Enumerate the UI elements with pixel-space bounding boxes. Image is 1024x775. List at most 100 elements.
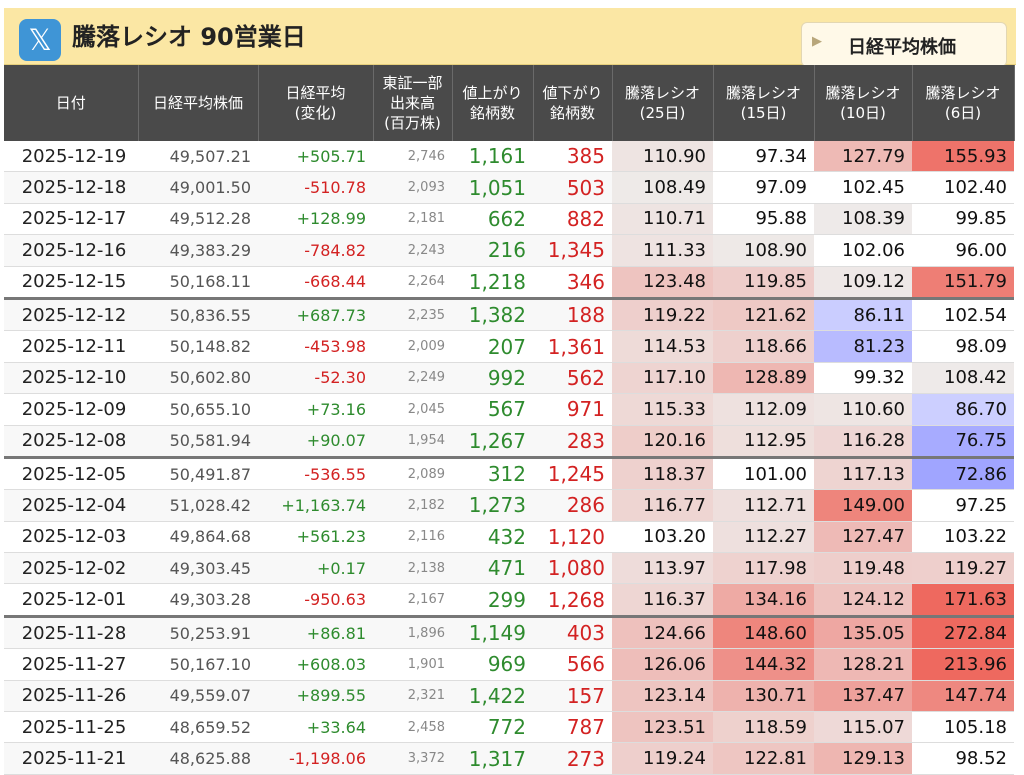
ratio-6-cell: 147.74: [912, 680, 1014, 713]
header-ratio-15[interactable]: 騰落レシオ (15日): [713, 65, 815, 141]
ratio-15-cell: 101.00: [713, 455, 814, 491]
x-share-icon[interactable]: 𝕏: [19, 19, 61, 61]
price-cell: 49,512.28: [138, 203, 258, 236]
ratio-25-cell: 118.37: [612, 455, 713, 491]
ratio-25-cell: 116.77: [612, 489, 713, 522]
table-row: 2025-12-18 49,001.50 -510.78 2,093 1,051 503 1…: [4, 171, 1014, 204]
declines-cell: 1,361: [533, 330, 612, 363]
change-cell: -668.44: [258, 266, 373, 299]
ratio-6-cell: 272.84: [912, 614, 1014, 650]
header-volume[interactable]: 東証一部 出来高 (百万株): [373, 65, 453, 141]
table-row: 2025-11-21 48,625.88 -1,198.06 3,372 1,317 27…: [4, 742, 1014, 775]
date-cell: 2025-12-10: [4, 362, 138, 395]
header-change[interactable]: 日経平均 (変化): [258, 65, 374, 141]
ratio-15-cell: 119.85: [713, 266, 814, 299]
advances-cell: 216: [452, 234, 533, 267]
volume-cell: 2,009: [373, 330, 452, 363]
change-cell: -453.98: [258, 330, 373, 363]
ratio-15-cell: 134.16: [713, 583, 814, 617]
ratio-10-cell: 117.13: [814, 455, 912, 491]
advances-cell: 1,267: [452, 425, 533, 458]
date-cell: 2025-11-21: [4, 742, 138, 775]
ratio-10-cell: 109.12: [814, 266, 912, 299]
advances-cell: 1,149: [452, 614, 533, 650]
volume-cell: 3,372: [373, 742, 452, 775]
change-cell: +90.07: [258, 425, 373, 458]
change-cell: +86.81: [258, 614, 373, 650]
advances-cell: 432: [452, 521, 533, 554]
advances-cell: 1,382: [452, 296, 533, 332]
volume-cell: 2,093: [373, 171, 452, 204]
declines-cell: 971: [533, 393, 612, 426]
price-cell: 50,602.80: [138, 362, 258, 395]
header-declines[interactable]: 値下がり 銘柄数: [533, 65, 613, 141]
advances-cell: 299: [452, 583, 533, 617]
ratio-15-cell: 97.09: [713, 171, 814, 204]
ratio-10-cell: 124.12: [814, 583, 912, 617]
declines-cell: 882: [533, 203, 612, 236]
header-ratio-10[interactable]: 騰落レシオ (10日): [814, 65, 913, 141]
change-cell: -510.78: [258, 171, 373, 204]
ratio-10-cell: 108.39: [814, 203, 912, 236]
index-selector-button[interactable]: ▶ 日経平均株価: [801, 22, 1007, 67]
ratio-6-cell: 119.27: [912, 552, 1014, 585]
volume-cell: 2,181: [373, 203, 452, 236]
volume-cell: 2,458: [373, 711, 452, 744]
table-row: 2025-12-12 50,836.55 +687.73 2,235 1,382 188 1…: [4, 296, 1014, 332]
ratio-15-cell: 128.89: [713, 362, 814, 395]
ratio-6-cell: 103.22: [912, 521, 1014, 554]
ratio-10-cell: 129.13: [814, 742, 912, 775]
ratio-10-cell: 99.32: [814, 362, 912, 395]
date-cell: 2025-12-03: [4, 521, 138, 554]
header-advances[interactable]: 値上がり 銘柄数: [452, 65, 534, 141]
ratio-15-cell: 112.27: [713, 521, 814, 554]
ratio-10-cell: 119.48: [814, 552, 912, 585]
declines-cell: 562: [533, 362, 612, 395]
ratio-10-cell: 127.47: [814, 521, 912, 554]
ratio-6-cell: 155.93: [912, 141, 1014, 173]
volume-cell: 1,901: [373, 648, 452, 681]
ratio-25-cell: 103.20: [612, 521, 713, 554]
ratio-6-cell: 98.09: [912, 330, 1014, 363]
change-cell: -784.82: [258, 234, 373, 267]
declines-cell: 1,120: [533, 521, 612, 554]
advances-cell: 992: [452, 362, 533, 395]
ratio-6-cell: 96.00: [912, 234, 1014, 267]
price-cell: 48,625.88: [138, 742, 258, 775]
declines-cell: 503: [533, 171, 612, 204]
price-cell: 50,836.55: [138, 296, 258, 332]
table-row: 2025-12-02 49,303.45 +0.17 2,138 471 1,080 113…: [4, 552, 1014, 585]
table-row: 2025-11-25 48,659.52 +33.64 2,458 772 787 123.…: [4, 711, 1014, 744]
date-cell: 2025-12-02: [4, 552, 138, 585]
advances-cell: 1,422: [452, 680, 533, 713]
table-row: 2025-12-08 50,581.94 +90.07 1,954 1,267 283 12…: [4, 425, 1014, 458]
ratio-15-cell: 130.71: [713, 680, 814, 713]
date-cell: 2025-12-05: [4, 455, 138, 491]
ratio-15-cell: 112.09: [713, 393, 814, 426]
ratio-15-cell: 148.60: [713, 614, 814, 650]
date-cell: 2025-12-09: [4, 393, 138, 426]
date-cell: 2025-11-25: [4, 711, 138, 744]
table-row: 2025-12-09 50,655.10 +73.16 2,045 567 971 115.…: [4, 393, 1014, 426]
header-ratio-25[interactable]: 騰落レシオ (25日): [612, 65, 714, 141]
change-cell: -536.55: [258, 455, 373, 491]
table-row: 2025-12-19 49,507.21 +505.71 2,746 1,161 385 1…: [4, 141, 1014, 173]
table-row: 2025-12-01 49,303.28 -950.63 2,167 299 1,268 1…: [4, 583, 1014, 617]
change-cell: +899.55: [258, 680, 373, 713]
ratio-25-cell: 120.16: [612, 425, 713, 458]
index-selector-label: 日経平均株価: [848, 37, 956, 58]
header-ratio-6[interactable]: 騰落レシオ (6日): [912, 65, 1015, 141]
change-cell: -52.30: [258, 362, 373, 395]
ratio-25-cell: 123.14: [612, 680, 713, 713]
advances-cell: 312: [452, 455, 533, 491]
ratio-25-cell: 108.49: [612, 171, 713, 204]
date-cell: 2025-12-01: [4, 583, 138, 617]
declines-cell: 273: [533, 742, 612, 775]
declines-cell: 403: [533, 614, 612, 650]
date-cell: 2025-12-08: [4, 425, 138, 458]
ratio-10-cell: 102.45: [814, 171, 912, 204]
header-date[interactable]: 日付: [4, 65, 139, 141]
header-price[interactable]: 日経平均株価: [138, 65, 259, 141]
price-cell: 49,864.68: [138, 521, 258, 554]
price-cell: 49,303.45: [138, 552, 258, 585]
